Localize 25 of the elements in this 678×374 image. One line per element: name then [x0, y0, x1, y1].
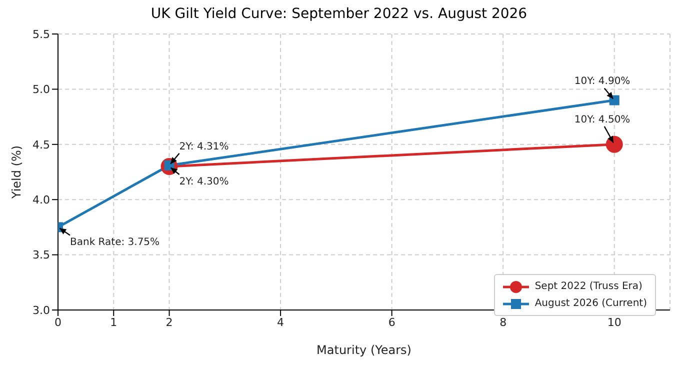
legend-label: August 2026 (Current) — [534, 297, 647, 311]
x-tick-label: 8 — [500, 316, 507, 329]
y-tick-label: 4.0 — [32, 194, 50, 207]
y-tick-label: 3.5 — [32, 248, 50, 262]
legend-label: Sept 2022 (Truss Era) — [534, 280, 642, 294]
y-tick-label: 5.5 — [32, 28, 50, 41]
point — [609, 95, 620, 106]
annotation: Bank Rate: 3.75% — [70, 237, 160, 248]
x-tick-label: 1 — [110, 316, 118, 329]
chart-title: UK Gilt Yield Curve: September 2022 vs. August 2026 — [150, 6, 528, 22]
x-axis-title: Maturity (Years) — [316, 343, 412, 357]
y-tick-label: 3.0 — [32, 304, 50, 317]
y-tick-label: 4.5 — [32, 138, 50, 152]
x-tick-label: 2 — [166, 316, 173, 329]
x-tick-label: 10 — [607, 316, 622, 329]
y-axis-title: Yield (%) — [9, 145, 24, 200]
x-tick-label: 4 — [277, 316, 284, 329]
y-tick-label: 5.0 — [32, 83, 50, 96]
x-tick-label: 6 — [388, 316, 396, 329]
annotation: 2Y: 4.30% — [179, 176, 229, 188]
annotation: 2Y: 4.31% — [179, 141, 229, 152]
annotation: 10Y: 4.90% — [574, 76, 630, 88]
x-tick-label: 0 — [54, 316, 62, 329]
annotation: 10Y: 4.50% — [574, 114, 630, 126]
point — [606, 136, 623, 153]
